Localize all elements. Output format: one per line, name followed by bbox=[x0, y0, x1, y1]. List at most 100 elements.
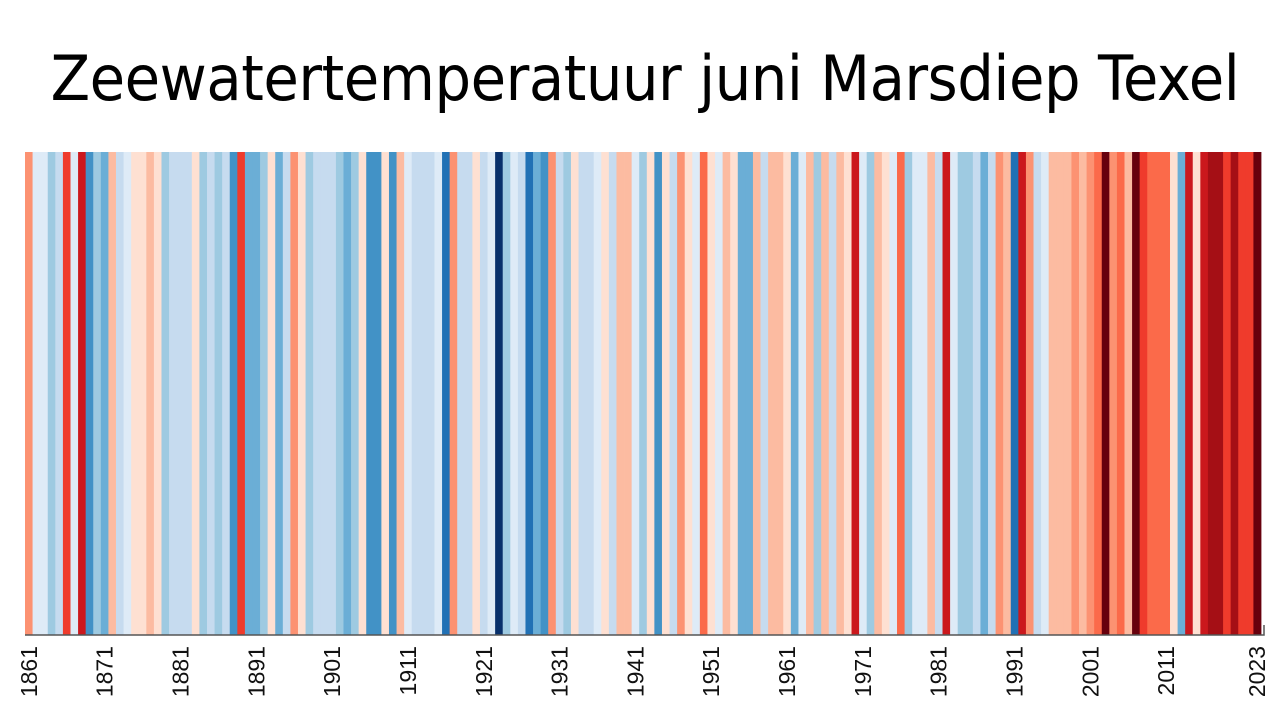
x-axis-line bbox=[25, 625, 1265, 636]
stripe-1926 bbox=[517, 152, 526, 635]
stripe-1936 bbox=[593, 152, 602, 635]
stripe-1927 bbox=[525, 152, 534, 635]
stripe-2008 bbox=[1139, 152, 1148, 635]
x-tick-label: 1941 bbox=[622, 646, 648, 697]
stripe-1932 bbox=[563, 152, 572, 635]
stripe-1997 bbox=[1056, 152, 1065, 635]
stripe-1868 bbox=[78, 152, 87, 635]
stripe-2014 bbox=[1185, 152, 1194, 635]
stripe-1944 bbox=[654, 152, 663, 635]
stripe-1902 bbox=[335, 152, 344, 635]
stripe-1987 bbox=[980, 152, 989, 635]
stripe-1942 bbox=[639, 152, 648, 635]
stripe-1945 bbox=[661, 152, 670, 635]
stripe-1965 bbox=[813, 152, 822, 635]
stripe-1884 bbox=[199, 152, 208, 635]
stripe-1916 bbox=[442, 152, 451, 635]
stripe-1973 bbox=[874, 152, 883, 635]
x-tick-label: 2011 bbox=[1153, 646, 1179, 695]
x-tick-label: 1961 bbox=[774, 646, 800, 697]
stripe-1969 bbox=[843, 152, 852, 635]
stripe-1959 bbox=[768, 152, 777, 635]
stripe-1961 bbox=[783, 152, 792, 635]
stripe-1947 bbox=[677, 152, 686, 635]
chart-title: Zeewatertemperatuur juni Marsdiep Texel bbox=[50, 42, 1240, 115]
stripe-1866 bbox=[62, 152, 71, 635]
x-tick-label: 1921 bbox=[471, 646, 497, 697]
stripe-1880 bbox=[169, 152, 178, 635]
stripe-1869 bbox=[85, 152, 94, 635]
stripe-1877 bbox=[146, 152, 155, 635]
stripe-2016 bbox=[1200, 152, 1209, 635]
stripe-1907 bbox=[373, 152, 382, 635]
stripe-2004 bbox=[1109, 152, 1118, 635]
stripe-2019 bbox=[1223, 152, 1232, 635]
stripe-1957 bbox=[752, 152, 761, 635]
stripe-1994 bbox=[1033, 152, 1042, 635]
stripe-1905 bbox=[358, 152, 367, 635]
stripe-1893 bbox=[267, 152, 276, 635]
stripe-1911 bbox=[404, 152, 413, 635]
stripe-1930 bbox=[548, 152, 557, 635]
stripe-1919 bbox=[464, 152, 473, 635]
stripe-2002 bbox=[1094, 152, 1103, 635]
stripe-1979 bbox=[919, 152, 928, 635]
stripe-1901 bbox=[328, 152, 337, 635]
stripe-1962 bbox=[790, 152, 799, 635]
stripe-1922 bbox=[487, 152, 496, 635]
stripe-2007 bbox=[1132, 152, 1141, 635]
stripe-1977 bbox=[904, 152, 913, 635]
stripe-1967 bbox=[828, 152, 837, 635]
stripe-1980 bbox=[927, 152, 936, 635]
stripe-1921 bbox=[479, 152, 488, 635]
stripe-1948 bbox=[684, 152, 693, 635]
stripe-1990 bbox=[1003, 152, 1012, 635]
stripe-1976 bbox=[897, 152, 905, 635]
stripe-1887 bbox=[222, 152, 231, 635]
stripe-2000 bbox=[1079, 152, 1087, 635]
stripe-1912 bbox=[411, 152, 420, 635]
stripe-1964 bbox=[806, 152, 815, 635]
stripe-2003 bbox=[1101, 152, 1110, 635]
stripe-1918 bbox=[457, 152, 466, 635]
stripe-1993 bbox=[1025, 152, 1034, 635]
stripe-1949 bbox=[692, 152, 701, 635]
x-tick-label: 2023 bbox=[1244, 646, 1270, 697]
stripe-1981 bbox=[934, 152, 943, 635]
stripe-1940 bbox=[624, 152, 633, 635]
stripe-1991 bbox=[1010, 152, 1019, 635]
stripe-1899 bbox=[313, 152, 322, 635]
stripe-1928 bbox=[533, 152, 542, 635]
x-tick-label: 1951 bbox=[698, 646, 724, 697]
stripe-2018 bbox=[1215, 152, 1224, 635]
stripe-1892 bbox=[260, 152, 269, 635]
stripe-1983 bbox=[950, 152, 959, 635]
stripe-1938 bbox=[608, 152, 617, 635]
stripe-1971 bbox=[859, 152, 868, 635]
stripe-1904 bbox=[351, 152, 360, 635]
stripe-1929 bbox=[540, 152, 549, 635]
stripe-1968 bbox=[836, 152, 845, 635]
x-tick-label: 1861 bbox=[16, 646, 42, 697]
stripe-1986 bbox=[972, 152, 981, 635]
stripe-1956 bbox=[745, 152, 754, 635]
stripe-1876 bbox=[138, 152, 147, 635]
stripe-1946 bbox=[669, 152, 678, 635]
stripe-1897 bbox=[297, 152, 306, 635]
stripe-1903 bbox=[343, 152, 352, 635]
stripe-1998 bbox=[1063, 152, 1072, 635]
stripe-1875 bbox=[131, 152, 140, 635]
stripe-2011 bbox=[1162, 152, 1171, 635]
stripe-1873 bbox=[115, 152, 124, 635]
x-tick-label: 1991 bbox=[1002, 646, 1028, 697]
stripe-1909 bbox=[388, 152, 397, 635]
stripe-1878 bbox=[153, 152, 162, 635]
stripe-1900 bbox=[320, 152, 329, 635]
stripe-1963 bbox=[798, 152, 807, 635]
stripe-2009 bbox=[1147, 152, 1156, 635]
stripe-1924 bbox=[502, 152, 511, 635]
stripe-1937 bbox=[601, 152, 610, 635]
stripe-1861 bbox=[25, 152, 33, 635]
stripe-1885 bbox=[206, 152, 215, 635]
